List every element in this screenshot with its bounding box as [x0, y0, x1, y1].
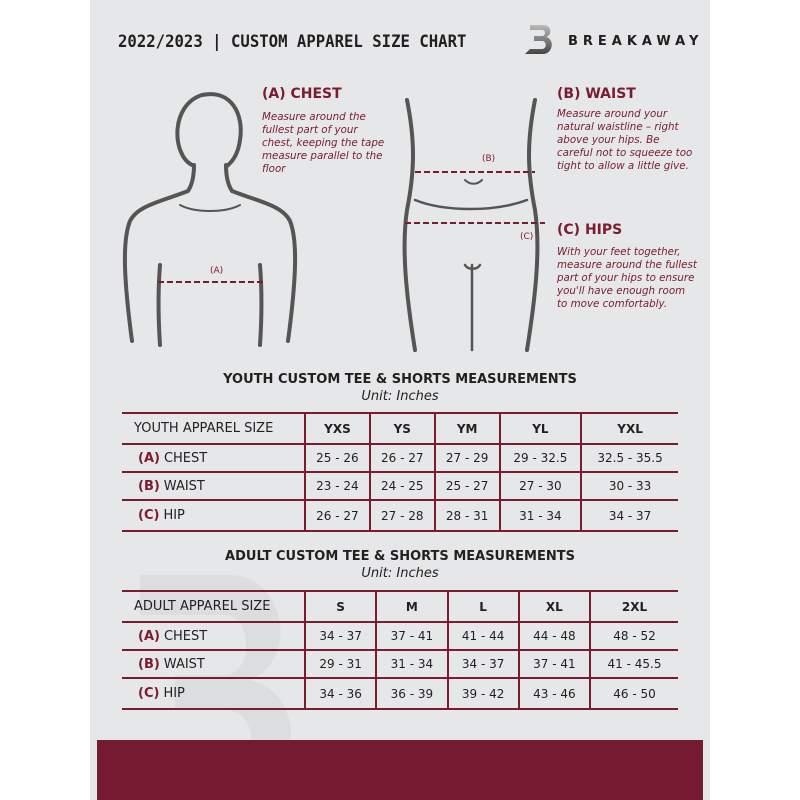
table-row: (A) CHEST 34 - 37 37 - 41 41 - 44 44 - 48 48 -…	[122, 621, 678, 651]
cell: 36 - 39	[375, 677, 448, 710]
cell: 29 - 31	[303, 649, 377, 679]
size-header: YL	[498, 412, 582, 445]
brand-name: BREAKAWAY	[568, 34, 704, 49]
cell: 46 - 50	[589, 677, 678, 710]
cell: 25 - 27	[433, 471, 500, 501]
youth-section-title: YOUTH CUSTOM TEE & SHORTS MEASUREMENTS	[223, 372, 577, 387]
cell: 37 - 41	[375, 621, 448, 651]
size-header: S	[303, 590, 377, 623]
cell: 48 - 52	[589, 621, 678, 651]
cell: 23 - 24	[304, 471, 370, 501]
size-header: YS	[368, 412, 435, 445]
row-name: HIP	[163, 508, 185, 523]
cell: 28 - 31	[433, 499, 500, 532]
size-header: YXL	[580, 412, 678, 445]
size-label: ADULT APPAREL SIZE	[122, 590, 305, 623]
cell: 41 - 45.5	[589, 649, 678, 679]
youth-unit: Unit: Inches	[361, 389, 439, 404]
size-header: YXS	[304, 412, 370, 445]
chest-marker: (A)	[210, 266, 224, 276]
waist-marker: (B)	[482, 154, 496, 164]
cell: 43 - 46	[517, 677, 590, 710]
row-letter: (A)	[138, 628, 160, 644]
cell: 32.5 - 35.5	[580, 443, 678, 473]
cell: 31 - 34	[498, 499, 582, 532]
adult-size-table: ADULT APPAREL SIZE S M L XL 2XL (A) CHEST…	[122, 590, 678, 710]
row-name: CHEST	[163, 450, 208, 466]
table-row: (A) CHEST 25 - 26 26 - 27 27 - 29 29 - 32.5 32…	[122, 443, 678, 473]
row-letter: (B)	[138, 656, 160, 672]
cell: 30 - 33	[580, 471, 678, 501]
size-header: YM	[433, 412, 500, 445]
cell: 25 - 26	[304, 443, 370, 473]
cell: 27 - 29	[433, 443, 500, 473]
cell: 34 - 36	[303, 677, 377, 710]
cell: 34 - 37	[303, 621, 377, 651]
adult-unit: Unit: Inches	[361, 566, 439, 581]
waist-heading: (B) WAIST	[557, 86, 636, 102]
waist-description: Measure around your natural waistline – …	[557, 108, 693, 172]
chest-heading: (A) CHEST	[262, 86, 342, 102]
row-name: WAIST	[163, 656, 205, 672]
row-letter: (C)	[138, 686, 160, 701]
footer-bar	[97, 740, 703, 800]
size-header: 2XL	[589, 590, 678, 623]
table-row: (B) WAIST 29 - 31 31 - 34 34 - 37 37 - 41 41 -…	[122, 649, 678, 679]
cell: 27 - 30	[498, 471, 582, 501]
adult-section-title: ADULT CUSTOM TEE & SHORTS MEASUREMENTS	[225, 549, 575, 564]
cell: 44 - 48	[517, 621, 590, 651]
cell: 34 - 37	[446, 649, 519, 679]
row-name: CHEST	[163, 628, 208, 644]
chest-description: Measure around the fullest part of your …	[262, 111, 385, 175]
size-header: L	[446, 590, 519, 623]
breakaway-logo-icon	[525, 25, 552, 54]
cell: 39 - 42	[446, 677, 519, 710]
table-header-row: ADULT APPAREL SIZE S M L XL 2XL	[122, 590, 678, 623]
table-row: (C) HIP 34 - 36 36 - 39 39 - 42 43 - 46 46 - 5…	[122, 677, 678, 710]
cell: 24 - 25	[368, 471, 435, 501]
page-title: 2022/2023 | CUSTOM APPAREL SIZE CHART	[118, 32, 467, 52]
cell: 26 - 27	[304, 499, 370, 532]
size-header: M	[375, 590, 448, 623]
cell: 26 - 27	[368, 443, 435, 473]
chest-figure-illustration	[122, 92, 298, 347]
row-letter: (B)	[138, 478, 160, 494]
size-label: YOUTH APPAREL SIZE	[122, 412, 305, 445]
cell: 29 - 32.5	[498, 443, 582, 473]
hip-marker: (C)	[520, 232, 534, 242]
size-chart-sheet: 2022/2023 | CUSTOM APPAREL SIZE CHART BR…	[90, 0, 710, 800]
hips-heading: (C) HIPS	[557, 222, 623, 238]
row-name: HIP	[163, 686, 185, 701]
cell: 31 - 34	[375, 649, 448, 679]
cell: 37 - 41	[517, 649, 590, 679]
row-name: WAIST	[163, 478, 205, 494]
table-header-row: YOUTH APPAREL SIZE YXS YS YM YL YXL	[122, 412, 678, 445]
size-header: XL	[517, 590, 590, 623]
youth-size-table: YOUTH APPAREL SIZE YXS YS YM YL YXL (A) C…	[122, 412, 678, 532]
hips-description: With your feet together, measure around …	[557, 246, 697, 310]
table-row: (C) HIP 26 - 27 27 - 28 28 - 31 31 - 34 34 - 3…	[122, 499, 678, 532]
cell: 34 - 37	[580, 499, 678, 532]
table-row: (B) WAIST 23 - 24 24 - 25 25 - 27 27 - 30 30 -…	[122, 471, 678, 501]
row-letter: (C)	[138, 508, 160, 523]
waist-hips-figure-illustration	[402, 98, 545, 352]
cell: 27 - 28	[368, 499, 435, 532]
row-letter: (A)	[138, 450, 160, 466]
cell: 41 - 44	[446, 621, 519, 651]
